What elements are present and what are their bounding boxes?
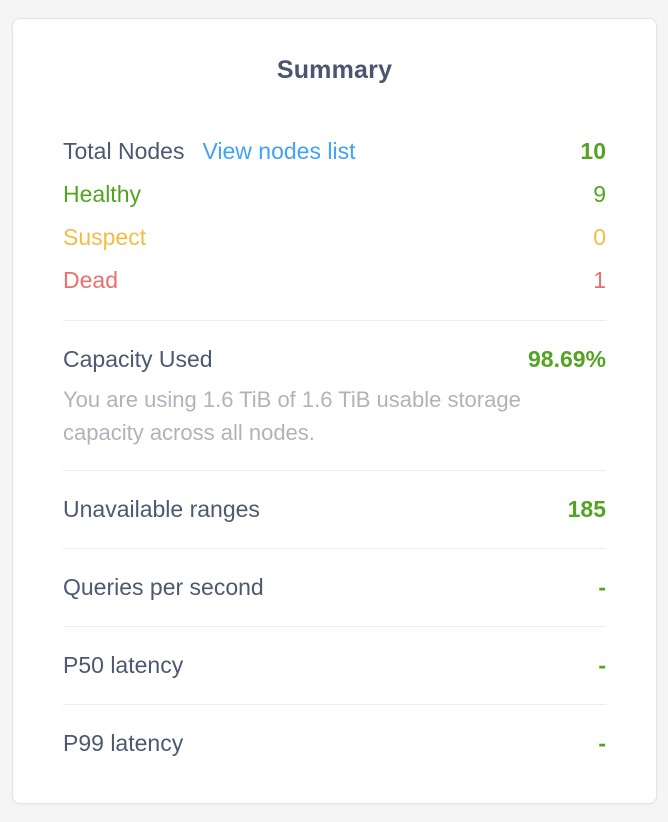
capacity-used-row: Capacity Used 98.69% [63, 343, 606, 376]
unavailable-ranges-section: Unavailable ranges 185 [63, 471, 606, 549]
nodes-summary-group: Total Nodes View nodes list 10 Healthy 9… [63, 130, 606, 321]
p50-latency-section: P50 latency - [63, 627, 606, 705]
healthy-nodes-row: Healthy 9 [63, 173, 606, 216]
total-nodes-row: Total Nodes View nodes list 10 [63, 130, 606, 173]
panel-title: Summary [276, 56, 393, 84]
unavailable-ranges-value: 185 [567, 496, 606, 522]
suspect-nodes-label: Suspect [63, 224, 147, 250]
capacity-note: You are using 1.6 TiB of 1.6 TiB usable … [63, 387, 521, 445]
summary-panel: Summary Total Nodes View nodes list 10 H… [12, 18, 657, 804]
capacity-used-value: 98.69% [527, 346, 606, 372]
total-nodes-label: Total Nodes [63, 138, 185, 164]
queries-per-second-row: Queries per second - [63, 572, 606, 603]
capacity-section: Capacity Used 98.69% You are using 1.6 T… [63, 321, 606, 471]
dead-nodes-row: Dead 1 [63, 259, 606, 302]
view-nodes-list-link[interactable]: View nodes list [202, 138, 356, 164]
capacity-used-label: Capacity Used [63, 346, 213, 372]
p50-latency-value: - [598, 652, 606, 678]
dead-nodes-label: Dead [63, 267, 118, 293]
suspect-nodes-row: Suspect 0 [63, 216, 606, 259]
unavailable-ranges-label: Unavailable ranges [63, 496, 260, 522]
unavailable-ranges-row: Unavailable ranges 185 [63, 494, 606, 525]
p50-latency-label: P50 latency [63, 652, 184, 678]
queries-per-second-section: Queries per second - [63, 549, 606, 627]
suspect-nodes-value: 0 [593, 224, 606, 250]
healthy-nodes-value: 9 [593, 181, 606, 207]
total-nodes-value: 10 [580, 138, 606, 164]
p99-latency-row: P99 latency - [63, 728, 606, 759]
p99-latency-value: - [598, 730, 606, 756]
healthy-nodes-label: Healthy [63, 181, 141, 207]
p50-latency-row: P50 latency - [63, 650, 606, 681]
queries-per-second-label: Queries per second [63, 574, 264, 600]
p99-latency-label: P99 latency [63, 730, 184, 756]
p99-latency-section: P99 latency - [63, 705, 606, 782]
queries-per-second-value: - [598, 574, 606, 600]
dead-nodes-value: 1 [593, 267, 606, 293]
